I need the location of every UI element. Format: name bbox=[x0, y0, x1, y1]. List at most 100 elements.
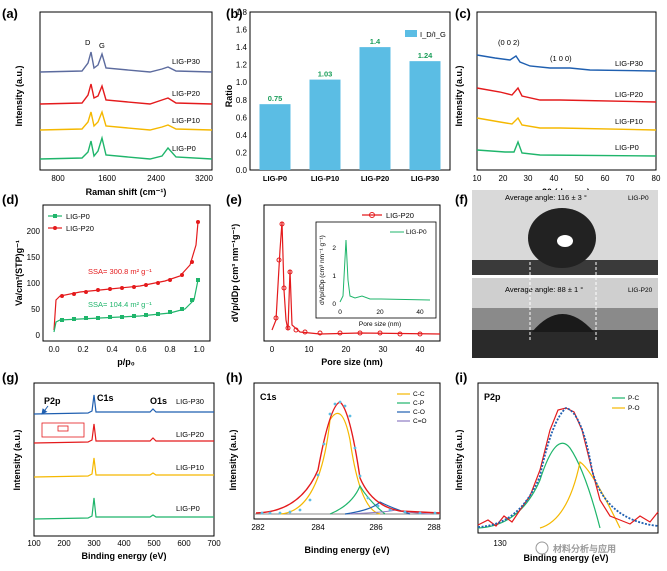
panel-e-inset-ytick: 1 bbox=[332, 273, 336, 280]
panel-f-photo-bottom-surface bbox=[472, 330, 658, 358]
panel-i-title: P2p bbox=[484, 392, 501, 402]
panel-f-bottom-sample: LIG-P20 bbox=[628, 287, 653, 294]
panel-b-ylabel: Ratio bbox=[224, 84, 234, 107]
panel-g-o1s: O1s bbox=[150, 396, 167, 406]
panel-d: (d) Va/cm³(STP)g⁻¹ p/p₀ 0.0 0.2 0.4 0.6 … bbox=[2, 192, 211, 367]
panel-e-legend-marker bbox=[369, 212, 375, 218]
panel-d-ytick: 0 bbox=[36, 331, 41, 340]
panel-b-ytick: 1.6 bbox=[236, 26, 248, 35]
panel-e-xtick: 10 bbox=[305, 345, 314, 354]
panel-g: (g) Intensity (a.u.) Binding energy (eV)… bbox=[2, 370, 221, 561]
panel-c-xtick: 50 bbox=[575, 174, 584, 183]
panel-a-xtick: 2400 bbox=[147, 174, 165, 183]
panel-g-xtick: 500 bbox=[147, 539, 161, 548]
panel-h: (h) Intensity (a.u.) Binding energy (eV)… bbox=[226, 370, 441, 555]
panel-g-curve-p20 bbox=[33, 423, 214, 444]
panel-b-ytick: 1.4 bbox=[236, 43, 248, 52]
panel-i-legend-pc: P-C bbox=[628, 395, 640, 402]
panel-c-series-label: LIG-P20 bbox=[615, 90, 643, 99]
panel-e-inset-xtick: 20 bbox=[376, 309, 384, 316]
panel-c-xtick: 20 bbox=[499, 174, 508, 183]
panel-f-photo-bottom-backdrop bbox=[472, 278, 658, 308]
panel-i-frame bbox=[477, 382, 659, 534]
panel-b-ytick: 0.4 bbox=[236, 131, 248, 140]
panel-e-inset-ylabel: dVp/dDp (cm³ nm⁻¹ g⁻¹) bbox=[319, 235, 326, 305]
panel-h-fit-cp bbox=[329, 484, 386, 515]
panel-i-fit-po bbox=[539, 461, 621, 529]
panel-b-bar-value-label: 1.24 bbox=[418, 51, 433, 60]
panel-f-droplet-highlight bbox=[557, 235, 573, 247]
panel-h-legend-co: C-O bbox=[413, 409, 425, 416]
panel-g-ylabel: Intensity (a.u.) bbox=[12, 429, 22, 490]
panel-b-category-label: LIG-P10 bbox=[311, 174, 339, 183]
panel-f-top-sample: LIG-P0 bbox=[628, 195, 649, 202]
panel-h-legend-cp: C-P bbox=[413, 400, 424, 407]
panel-e-inset-frame bbox=[315, 221, 437, 319]
panel-b-bar-value-label: 1.03 bbox=[318, 70, 333, 79]
panel-i-legend-po: P-O bbox=[628, 405, 640, 412]
panel-b-ytick: 0.0 bbox=[236, 166, 248, 175]
panel-d-label: (d) bbox=[2, 192, 19, 207]
panel-e-xlabel: Pore size (nm) bbox=[321, 357, 383, 367]
panel-c-xtick: 30 bbox=[524, 174, 533, 183]
panel-e-xtick: 20 bbox=[342, 345, 351, 354]
panel-h-data-points bbox=[260, 400, 437, 515]
panel-d-xtick: 0.8 bbox=[164, 345, 176, 354]
panel-e-ylabel: dVp/dDp (cm³ nm⁻¹g⁻¹) bbox=[230, 224, 240, 323]
panel-a-curve-p0 bbox=[39, 135, 213, 160]
panel-e-markers-p20 bbox=[273, 221, 423, 337]
panel-c-series-label: LIG-P30 bbox=[615, 59, 643, 68]
panel-d-legend-marker-p20 bbox=[53, 226, 57, 230]
panel-g-series-label: LIG-P30 bbox=[176, 397, 204, 406]
panel-e-xtick: 30 bbox=[379, 345, 388, 354]
panel-g-zoom-inner bbox=[57, 425, 69, 432]
panel-b-bar-value-label: 0.75 bbox=[268, 94, 283, 103]
panel-g-xtick: 200 bbox=[57, 539, 71, 548]
panel-f-droplet-bottom bbox=[532, 314, 594, 332]
panel-b-bar bbox=[359, 47, 391, 170]
panel-d-ssa-p20: SSA= 300.8 m² g⁻¹ bbox=[88, 267, 152, 276]
panel-d-markers-p0 bbox=[60, 278, 200, 322]
panel-d-curve-p0 bbox=[53, 279, 199, 333]
panel-b-bar bbox=[409, 61, 441, 170]
panel-b-category-label: LIG-P0 bbox=[263, 174, 287, 183]
panel-i-legend: P-C P-O bbox=[612, 395, 640, 412]
panel-f: (f) Average angle: 116 ± 3 ° LIG-P0 Aver… bbox=[455, 190, 658, 358]
panel-a-xtick: 800 bbox=[51, 174, 65, 183]
panel-c-curve-p0 bbox=[476, 140, 657, 157]
panel-c-xtick: 40 bbox=[550, 174, 559, 183]
panel-c-series-label: LIG-P10 bbox=[615, 117, 643, 126]
panel-c-series-label: LIG-P0 bbox=[615, 143, 639, 152]
panel-d-ytick: 50 bbox=[31, 305, 40, 314]
panel-e-inset-legend: LIG-P0 bbox=[406, 229, 427, 236]
panel-a-xtick: 1600 bbox=[98, 174, 116, 183]
panel-g-series-label: LIG-P10 bbox=[176, 463, 204, 472]
panel-a-curve-p10 bbox=[39, 109, 213, 131]
panel-b-label: (b) bbox=[226, 6, 243, 21]
panel-d-ylabel: Va/cm³(STP)g⁻¹ bbox=[14, 240, 24, 306]
panel-h-label: (h) bbox=[226, 370, 243, 385]
panel-g-label: (g) bbox=[2, 370, 19, 385]
panel-a-curve-p20 bbox=[39, 83, 213, 105]
panel-b-ytick: 0.2 bbox=[236, 148, 248, 157]
panel-e-label: (e) bbox=[226, 192, 242, 207]
panel-b-bar-value-label: 1.4 bbox=[370, 37, 381, 46]
panel-a: (a) Intensity (a.u.) Raman shift (cm⁻¹) … bbox=[2, 6, 213, 197]
panel-i: (i) Intensity (a.u.) Binding energy (eV)… bbox=[454, 370, 659, 563]
panel-i-watermark: 材料分析与应用 bbox=[552, 543, 616, 554]
panel-f-top-angle: Average angle: 116 ± 3 ° bbox=[505, 193, 587, 202]
panel-b-bar bbox=[259, 104, 291, 170]
panel-b-ytick: 1.0 bbox=[236, 78, 248, 87]
panel-a-frame bbox=[39, 11, 213, 171]
panel-e-inset-xlabel: Pore size (nm) bbox=[359, 321, 401, 328]
panel-a-label: (a) bbox=[2, 6, 18, 21]
panel-h-title: C1s bbox=[260, 392, 277, 402]
panel-e-inset-xtick: 40 bbox=[416, 309, 424, 316]
panel-b-legend-swatch bbox=[405, 30, 417, 37]
panel-b: (b) Ratio 0.0 0.2 0.4 0.6 0.8 1.0 1.2 1.4 1.6 1.8… bbox=[224, 6, 451, 183]
panel-d-xtick: 0.0 bbox=[48, 345, 60, 354]
panel-d-ytick: 150 bbox=[27, 253, 41, 262]
panel-d-ytick: 100 bbox=[27, 279, 41, 288]
panel-c-xtick: 60 bbox=[601, 174, 610, 183]
panel-i-xlabel: Binding energy (eV) bbox=[523, 553, 608, 563]
